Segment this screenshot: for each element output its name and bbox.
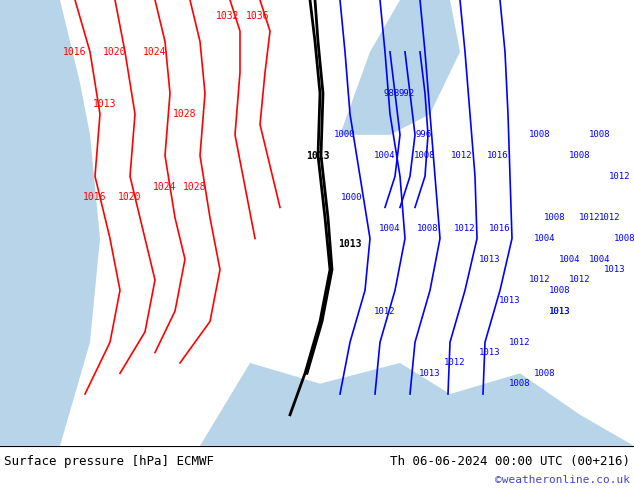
Text: 1012: 1012: [579, 213, 601, 222]
Polygon shape: [340, 0, 460, 135]
Text: 1008: 1008: [589, 130, 611, 139]
Text: 1008: 1008: [544, 213, 566, 222]
Text: 1012: 1012: [599, 213, 621, 222]
Text: 1012: 1012: [374, 307, 396, 316]
Text: 1008: 1008: [529, 130, 551, 139]
Text: 1008: 1008: [417, 223, 439, 233]
Text: 1013: 1013: [604, 265, 626, 274]
Text: 1013: 1013: [306, 150, 330, 161]
Text: 1013: 1013: [549, 307, 571, 316]
Text: 1032: 1032: [216, 11, 240, 21]
Text: 988: 988: [384, 89, 400, 98]
Text: 1016: 1016: [488, 151, 508, 160]
Text: 1004: 1004: [559, 255, 581, 264]
Text: 1008: 1008: [509, 379, 531, 388]
Text: 1008: 1008: [614, 234, 634, 243]
Text: 1013: 1013: [93, 98, 117, 109]
Text: 992: 992: [399, 89, 415, 98]
Text: 1013: 1013: [419, 369, 441, 378]
Text: 1004: 1004: [589, 255, 611, 264]
Text: 1028: 1028: [183, 182, 207, 192]
Text: 1024: 1024: [143, 47, 167, 57]
Text: 1013: 1013: [499, 296, 521, 305]
Text: 1012: 1012: [444, 359, 466, 368]
Text: 1004: 1004: [534, 234, 556, 243]
Text: 1012: 1012: [451, 151, 473, 160]
Text: 1008: 1008: [549, 286, 571, 295]
Text: 1028: 1028: [173, 109, 197, 119]
Text: 1024: 1024: [153, 182, 177, 192]
Text: 1000: 1000: [334, 130, 356, 139]
Text: 1012: 1012: [609, 172, 631, 181]
Text: 1012: 1012: [509, 338, 531, 347]
Text: 1013: 1013: [339, 239, 362, 249]
Polygon shape: [200, 363, 634, 446]
Text: 1008: 1008: [414, 151, 436, 160]
Text: 1036: 1036: [246, 11, 269, 21]
Text: 1004: 1004: [379, 223, 401, 233]
Text: 996: 996: [416, 130, 432, 139]
Text: 1012: 1012: [454, 223, 476, 233]
Text: 1020: 1020: [103, 47, 127, 57]
Text: 1016: 1016: [83, 192, 107, 202]
Polygon shape: [0, 0, 100, 446]
Text: 1016: 1016: [63, 47, 87, 57]
Text: 1000: 1000: [341, 193, 363, 201]
Text: 1008: 1008: [534, 369, 556, 378]
Text: 1012: 1012: [529, 275, 551, 285]
Text: Th 06-06-2024 00:00 UTC (00+216): Th 06-06-2024 00:00 UTC (00+216): [390, 455, 630, 468]
Text: ©weatheronline.co.uk: ©weatheronline.co.uk: [495, 475, 630, 485]
Text: 1016: 1016: [489, 223, 511, 233]
Text: 1004: 1004: [374, 151, 396, 160]
Text: 1013: 1013: [479, 348, 501, 357]
Text: 1008: 1008: [569, 151, 591, 160]
Text: 1020: 1020: [119, 192, 142, 202]
Text: 1013: 1013: [479, 255, 501, 264]
Text: 1012: 1012: [569, 275, 591, 285]
Text: 1013: 1013: [549, 307, 571, 316]
Text: Surface pressure [hPa] ECMWF: Surface pressure [hPa] ECMWF: [4, 455, 214, 468]
